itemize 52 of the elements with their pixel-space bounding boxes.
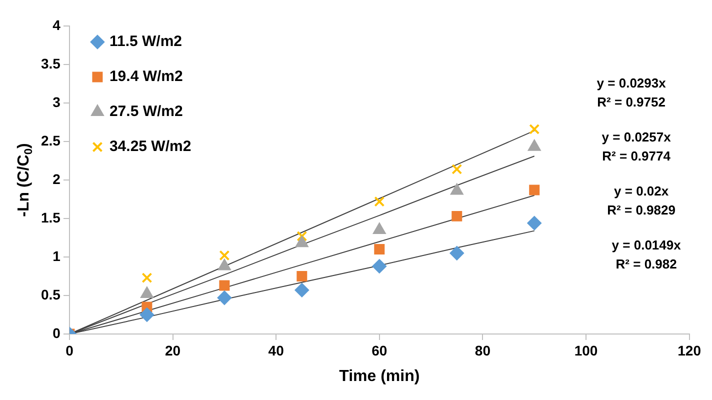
point <box>529 184 540 196</box>
point <box>450 184 464 195</box>
y-tick-label: 4 <box>52 16 61 33</box>
y-tick-label: 0.5 <box>40 286 61 302</box>
annotation: y = 0.0257x <box>602 130 672 145</box>
point <box>452 164 462 174</box>
point <box>372 259 386 274</box>
annotation: y = 0.02x <box>614 184 670 199</box>
y-tick-label: 1 <box>52 248 61 264</box>
point <box>529 124 540 134</box>
y-tick-label: 2 <box>52 170 61 187</box>
point <box>296 230 308 242</box>
annotation: y = 0.0149x <box>612 238 682 253</box>
point <box>450 246 464 260</box>
annotation: y = 0.0293x <box>596 76 667 91</box>
y-tick-label: 0 <box>52 324 61 341</box>
annotation: R² = 0.9752 <box>597 94 666 110</box>
point <box>219 250 230 261</box>
point <box>140 308 154 322</box>
point <box>528 140 541 151</box>
y-tick-label: 2.5 <box>40 132 61 148</box>
annotation: R² = 0.9774 <box>602 148 672 164</box>
x-tick-label: 80 <box>474 342 491 358</box>
point <box>452 210 462 222</box>
point <box>373 223 386 234</box>
annotation: R² = 0.9829 <box>607 202 676 218</box>
x-tick-label: 120 <box>678 342 702 358</box>
legend-label: 27.5 W/m2 <box>109 103 183 120</box>
x-tick-label: 40 <box>268 342 284 358</box>
point <box>219 280 230 291</box>
x-tick-label: 100 <box>574 342 598 358</box>
x-tick-label: 60 <box>372 342 388 358</box>
point <box>527 216 542 230</box>
x-tick-label: 20 <box>164 342 181 358</box>
y-tick-label: 1.5 <box>40 209 61 226</box>
y-axis-title: -Ln (C/C0) <box>15 143 35 217</box>
y-tick-label: 3 <box>52 94 61 110</box>
point <box>142 272 152 284</box>
legend-label: 11.5 W/m2 <box>109 33 182 50</box>
legend-label: 34.25 W/m2 <box>109 138 192 156</box>
x-axis-title: Time (min) <box>339 368 420 385</box>
legend-label: 19.4 W/m2 <box>109 68 183 86</box>
point <box>374 244 385 255</box>
y-tick-label: 3.5 <box>40 55 61 72</box>
point <box>217 290 232 305</box>
point <box>218 259 231 270</box>
point <box>294 283 309 298</box>
point <box>374 196 385 207</box>
annotation: R² = 0.982 <box>616 256 677 272</box>
point <box>296 271 308 282</box>
point <box>296 236 308 248</box>
x-tick-label: 0 <box>66 342 74 358</box>
